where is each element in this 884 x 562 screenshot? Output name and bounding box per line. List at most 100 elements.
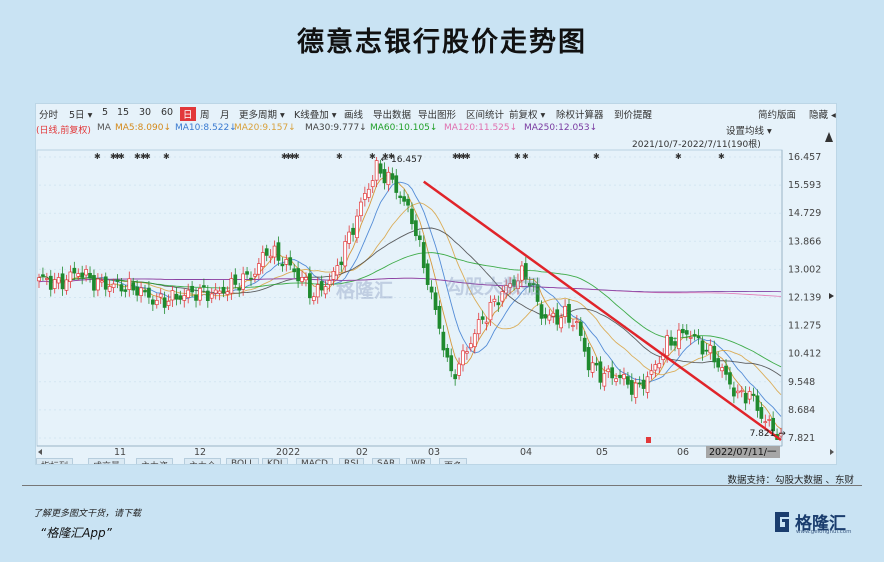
toolbar-item[interactable]: 到价提醒 [614, 110, 653, 121]
candle-body [56, 277, 61, 284]
candle-body [653, 364, 658, 371]
candle-body [103, 276, 108, 290]
toolbar-item[interactable]: 15 [117, 107, 130, 118]
ma-line-20 [38, 202, 782, 396]
toolbar-item[interactable]: 分时 [39, 110, 59, 121]
candle-body [390, 173, 395, 180]
indicator-tab[interactable]: RSI [339, 458, 364, 464]
candle-body [716, 358, 721, 368]
indicator-tab[interactable]: 主力资 [136, 458, 174, 464]
indicator-tab[interactable]: 指标列 [36, 458, 74, 464]
candle-body [327, 280, 332, 285]
candle-body [347, 231, 351, 244]
event-marker: ✱ [388, 152, 395, 161]
candlestick-chart[interactable]: 16.457 15.593 14.729 13.866 13.002 12.139 11.2… [36, 104, 836, 464]
watermark-gelonghui: 格隆汇 [336, 280, 394, 302]
toolbar-right-item[interactable]: 简约版面 [758, 110, 797, 121]
toolbar-right-item[interactable]: 隐藏 ◂ [809, 110, 836, 121]
event-marker: ✱ [118, 152, 125, 161]
candle-body [280, 263, 285, 267]
candle-body [700, 340, 705, 355]
indicator-tab[interactable]: 更多 [439, 458, 468, 464]
candle-body [76, 273, 81, 277]
candle-body [64, 279, 69, 291]
event-marker: ✱ [134, 152, 141, 161]
candle-body [205, 290, 210, 301]
y-tick-label: 15.593 [788, 180, 821, 191]
candle-body [433, 292, 438, 310]
indicator-tab[interactable]: WR [406, 458, 432, 464]
candle-body [84, 269, 88, 276]
candle-body [496, 302, 501, 306]
candle-body [162, 297, 167, 308]
candle-body [551, 312, 556, 317]
candle-body [767, 419, 772, 421]
event-marker: ✱ [460, 152, 467, 161]
candle-body [484, 321, 489, 324]
toolbar-item[interactable]: 30 [139, 107, 152, 118]
set-ma-dropdown[interactable]: 设置均线 ▾ [726, 126, 772, 137]
toolbar-item[interactable]: 导出图形 [418, 110, 457, 121]
indicator-tab[interactable]: KDJ [262, 458, 288, 464]
toolbar-item[interactable]: 周 [200, 110, 210, 121]
candle-body [571, 325, 575, 327]
toolbar-item[interactable]: 月 [220, 110, 230, 121]
candle-body [319, 281, 324, 291]
toolbar-item[interactable]: 画线 [344, 110, 364, 121]
event-marker: ✱ [144, 152, 151, 161]
toolbar-item[interactable]: 5日 ▾ [69, 110, 93, 121]
candle-body [300, 277, 304, 282]
candle-body [594, 362, 599, 366]
toolbar-item[interactable]: 区间统计 [466, 110, 505, 121]
candle-body [500, 291, 505, 302]
indicator-tab[interactable]: MACD [296, 458, 333, 464]
indicator-tab[interactable]: 成交量 [88, 458, 126, 464]
candle-body [414, 220, 418, 237]
watermark-gougu: 勾股大数据 [446, 276, 542, 298]
candle-body [151, 299, 155, 305]
candle-body [378, 163, 383, 174]
toolbar-item[interactable]: 导出数据 [373, 110, 412, 121]
candle-body [253, 273, 257, 277]
event-marker: ✱ [110, 152, 117, 161]
indicator-tab[interactable]: 主力仓 [184, 458, 222, 464]
candle-body [374, 160, 379, 181]
ma-label: (日线,前复权) [36, 126, 91, 136]
ma-line-60 [38, 252, 782, 368]
candle-body [437, 305, 442, 329]
toolbar-item[interactable]: 前复权 ▾ [509, 110, 546, 121]
x-tick-label: 11 [114, 447, 126, 458]
candle-body [233, 274, 238, 285]
candle-body [406, 198, 410, 206]
x-tick-label: 12 [194, 447, 206, 458]
toolbar-item[interactable]: K线叠加 ▾ [294, 110, 337, 121]
candle-body [724, 365, 728, 375]
candle-body [198, 287, 202, 301]
toolbar-item[interactable]: 除权计算器 [556, 110, 604, 121]
candle-body [728, 372, 732, 385]
candle-body [669, 336, 673, 346]
y-tick-label: 7.821 [788, 433, 815, 444]
candle-body [673, 341, 677, 346]
candle-body [331, 271, 336, 280]
candle-body [465, 351, 469, 354]
toolbar-item[interactable]: 更多周期 ▾ [239, 110, 285, 121]
candle-body [614, 378, 618, 382]
event-marker: ✱ [369, 152, 376, 161]
candle-body [351, 227, 355, 235]
candle-body [708, 344, 713, 354]
indicator-tab[interactable]: SAR [372, 458, 401, 464]
candle-body [182, 295, 187, 301]
candle-body [311, 296, 316, 301]
toolbar-item[interactable]: 60 [161, 107, 174, 118]
candle-body [441, 331, 446, 351]
indicator-tab[interactable]: BOLL [226, 458, 260, 464]
candle-body [692, 334, 697, 337]
toolbar-item[interactable]: 5 [102, 107, 109, 118]
candle-body [158, 293, 163, 298]
toolbar-item[interactable]: 日 [180, 107, 196, 121]
candle-body [115, 280, 120, 282]
y-tick-label: 8.684 [788, 405, 815, 416]
candle-body [99, 280, 104, 283]
candle-body [41, 274, 45, 277]
